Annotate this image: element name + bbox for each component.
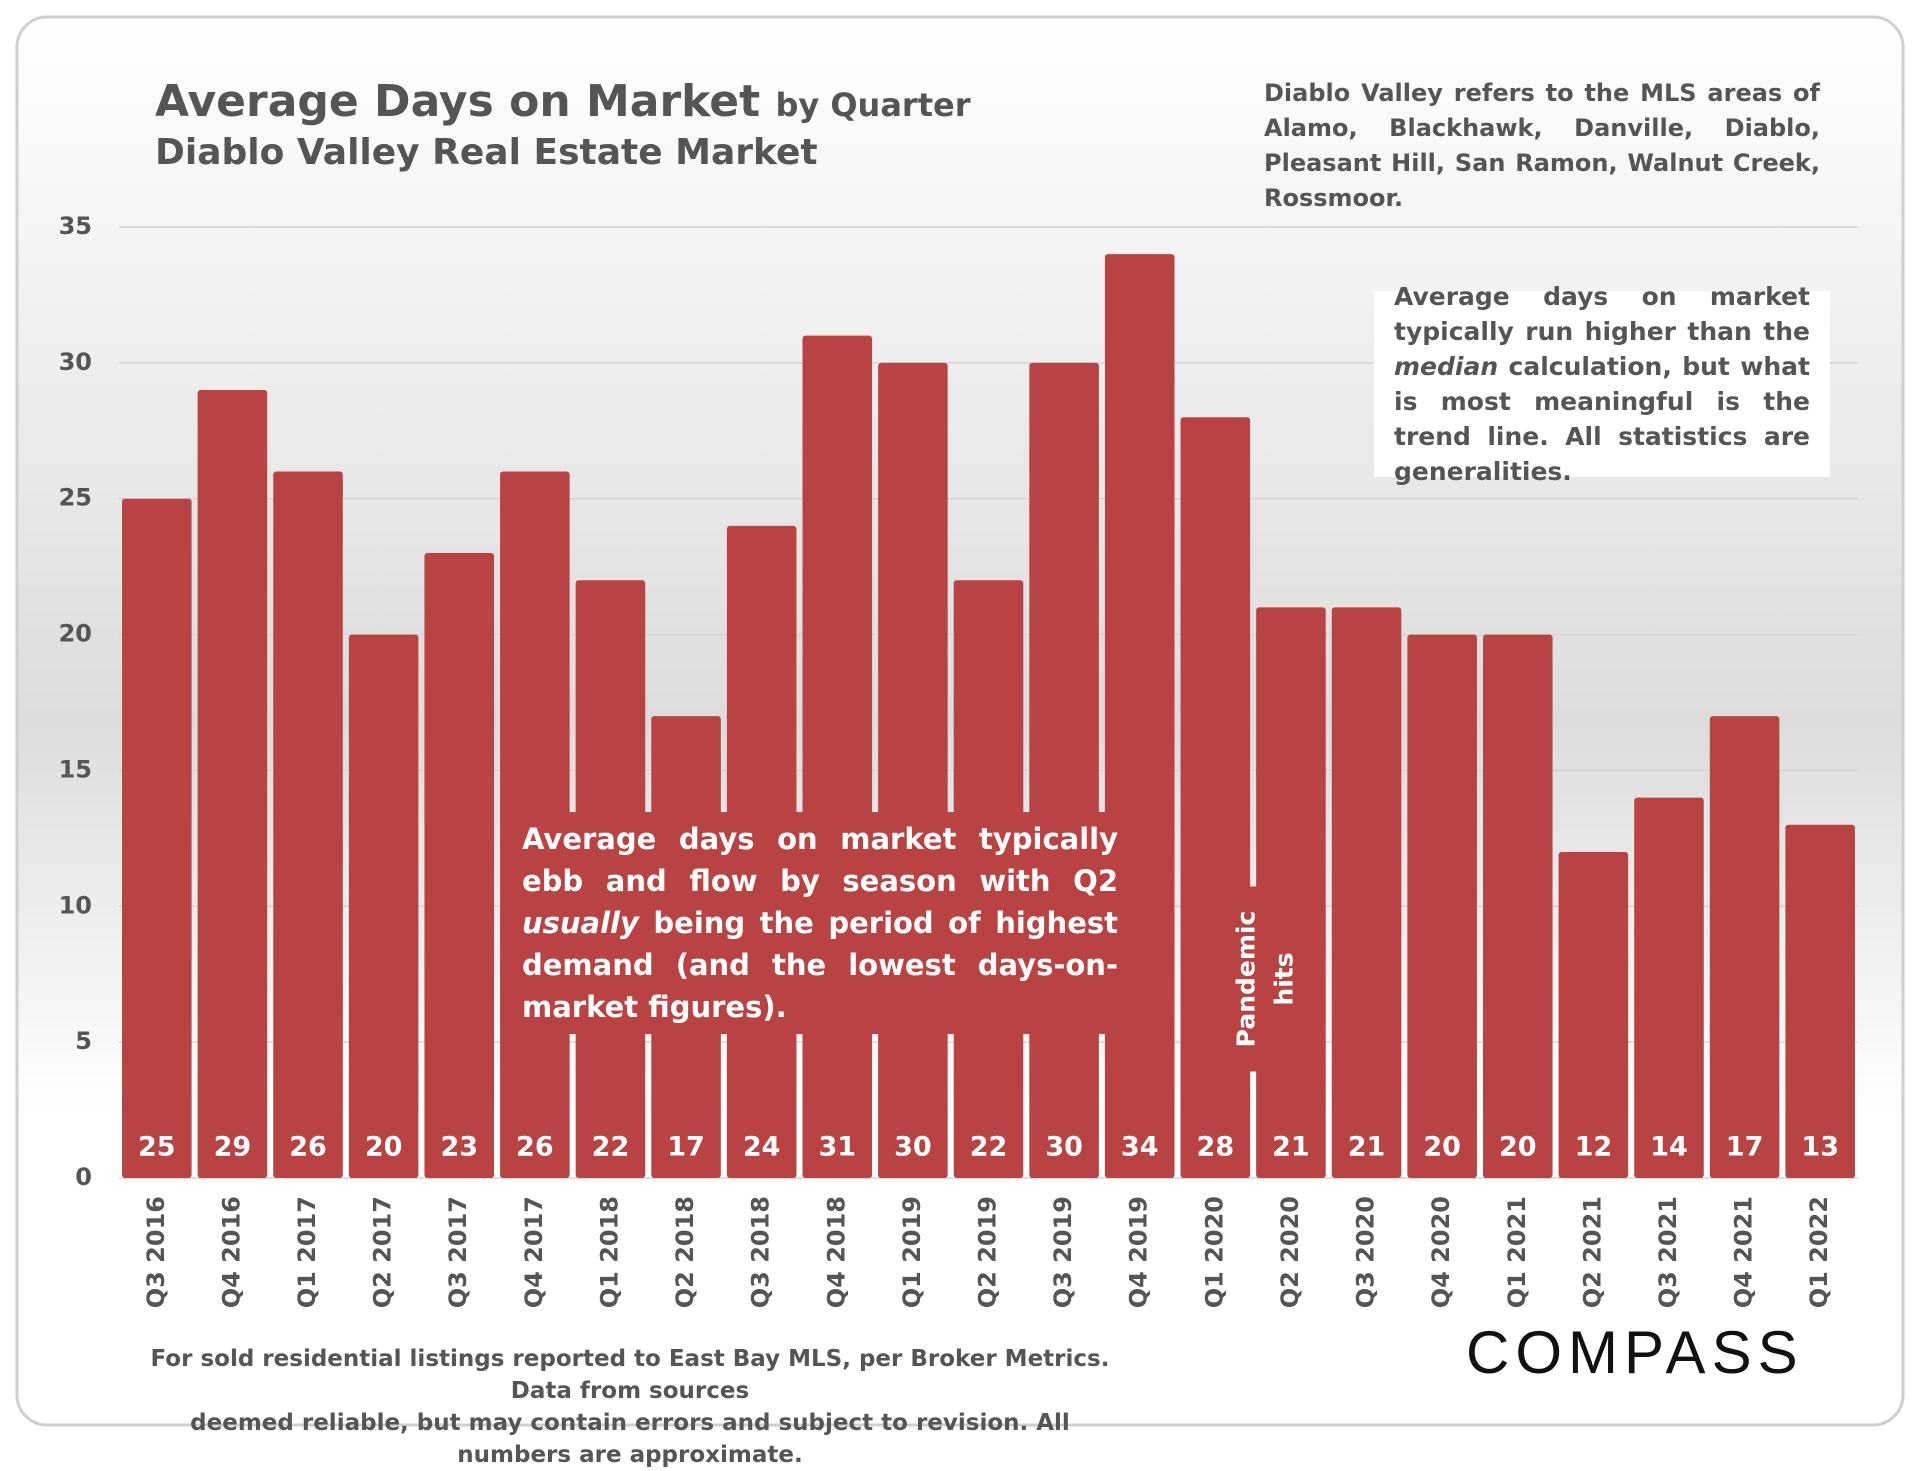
data-label: 24 (743, 1132, 781, 1163)
note-text: Average days on market typically ebb and… (522, 822, 1118, 898)
note-text: calculation, but what is most meaningful… (1394, 352, 1810, 486)
y-tick-label: 5 (75, 1027, 92, 1055)
title-suffix: by Quarter (775, 86, 971, 124)
x-tick-label: Q3 2020 (1352, 1196, 1380, 1308)
x-tick-label: Q1 2020 (1200, 1196, 1228, 1308)
logo: COMPASS (1466, 1319, 1804, 1386)
title-block: Average Days on Market by Quarter (155, 76, 970, 131)
bar (1634, 797, 1704, 1178)
bar (1558, 851, 1629, 1178)
bar (1709, 716, 1780, 1178)
bar (878, 362, 948, 1178)
y-tick-label: 30 (59, 348, 92, 376)
note-emphasis: usually (522, 906, 639, 940)
data-label: 17 (1726, 1132, 1764, 1163)
x-tick-label: Q1 2022 (1805, 1196, 1833, 1308)
bar (424, 553, 495, 1178)
footer-line: deemed reliable, but may contain errors … (190, 1410, 1070, 1468)
x-tick-label: Q2 2017 (369, 1196, 397, 1308)
footer: For sold residential listings reported t… (130, 1343, 1130, 1471)
data-label: 29 (214, 1132, 252, 1163)
x-tick-label: Q2 2018 (671, 1196, 699, 1308)
x-tick-label: Q4 2017 (520, 1196, 548, 1308)
data-label: 20 (1423, 1132, 1461, 1163)
x-tick-label: Q3 2017 (444, 1196, 472, 1308)
x-tick-label: Q4 2020 (1427, 1196, 1455, 1308)
x-tick-label: Q4 2016 (217, 1196, 245, 1308)
note-emphasis: median (1394, 352, 1499, 381)
data-label: 22 (970, 1132, 1008, 1163)
bar (1256, 607, 1326, 1178)
note-top: Diablo Valley refers to the MLS areas of… (1264, 79, 1820, 212)
x-tick-label: Q1 2017 (293, 1196, 321, 1308)
data-label: 23 (440, 1132, 478, 1163)
data-label: 28 (1197, 1132, 1235, 1163)
y-tick-label: 20 (59, 620, 92, 648)
note-center: Average days on market typically ebb and… (510, 812, 1130, 1034)
note-text: being the period of highest demand (and … (522, 906, 1118, 1024)
data-label: 13 (1801, 1132, 1839, 1163)
bar (1482, 634, 1553, 1178)
bar (802, 335, 873, 1179)
data-label: 14 (1650, 1132, 1688, 1163)
bar (122, 498, 192, 1178)
data-label: 25 (138, 1132, 176, 1163)
x-tick-label: Q2 2019 (974, 1196, 1002, 1308)
data-label: 22 (592, 1132, 630, 1163)
annotation: Pandemic hits (1227, 886, 1299, 1072)
page: 0 5 10 15 20 25 30 35 25 Q3 2016 29 Q4 2016 26 Q1 201… (15, 15, 1905, 1468)
data-label: 31 (818, 1132, 856, 1163)
bar (1029, 362, 1099, 1178)
x-tick-label: Q4 2021 (1730, 1196, 1758, 1308)
data-label: 21 (1348, 1132, 1386, 1163)
y-tick-label: 0 (75, 1163, 92, 1191)
data-label: 34 (1121, 1132, 1159, 1163)
bar (1785, 824, 1855, 1178)
y-tick-label: 35 (59, 212, 92, 240)
data-label: 20 (1499, 1132, 1537, 1163)
x-tick-label: Q1 2019 (898, 1196, 926, 1308)
note-right: Average days on market typically run hig… (1394, 279, 1810, 489)
bar (197, 390, 268, 1178)
x-tick-label: Q1 2021 (1503, 1196, 1531, 1308)
x-tick-label: Q3 2016 (142, 1196, 170, 1308)
chart: 0 5 10 15 20 25 30 35 25 Q3 2016 29 Q4 2016 26 Q1 201… (15, 15, 1905, 1427)
x-tick-label: Q2 2021 (1578, 1196, 1606, 1308)
data-label: 20 (365, 1132, 403, 1163)
note-text: Average days on market typically run hig… (1394, 282, 1810, 346)
data-label: 21 (1272, 1132, 1310, 1163)
x-tick-label: Q3 2021 (1654, 1196, 1682, 1308)
subtitle: Diablo Valley Real Estate Market (155, 132, 818, 173)
x-tick-label: Q1 2018 (595, 1196, 623, 1308)
x-tick-label: Q3 2019 (1049, 1196, 1077, 1308)
footer-line: For sold residential listings reported t… (150, 1346, 1110, 1404)
data-label: 26 (289, 1132, 327, 1163)
y-tick-label: 10 (59, 891, 92, 919)
x-tick-label: Q4 2018 (822, 1196, 850, 1308)
data-label: 30 (894, 1132, 932, 1163)
x-tick-label: Q3 2018 (747, 1196, 775, 1308)
y-tick-label: 25 (59, 484, 92, 512)
bar (273, 471, 343, 1178)
bar (1104, 254, 1175, 1178)
x-tick-label: Q2 2020 (1276, 1196, 1304, 1308)
note-right-box: Average days on market typically run hig… (1374, 282, 1830, 486)
data-label: 26 (516, 1132, 554, 1163)
bar (1407, 634, 1477, 1178)
data-label: 12 (1575, 1132, 1613, 1163)
data-label: 30 (1045, 1132, 1083, 1163)
bar (1331, 607, 1402, 1178)
x-tick-label: Q4 2019 (1125, 1196, 1153, 1308)
y-tick-label: 15 (59, 755, 92, 783)
bar (348, 634, 419, 1178)
chart-title: Average Days on Market (155, 76, 761, 127)
data-label: 17 (667, 1132, 705, 1163)
